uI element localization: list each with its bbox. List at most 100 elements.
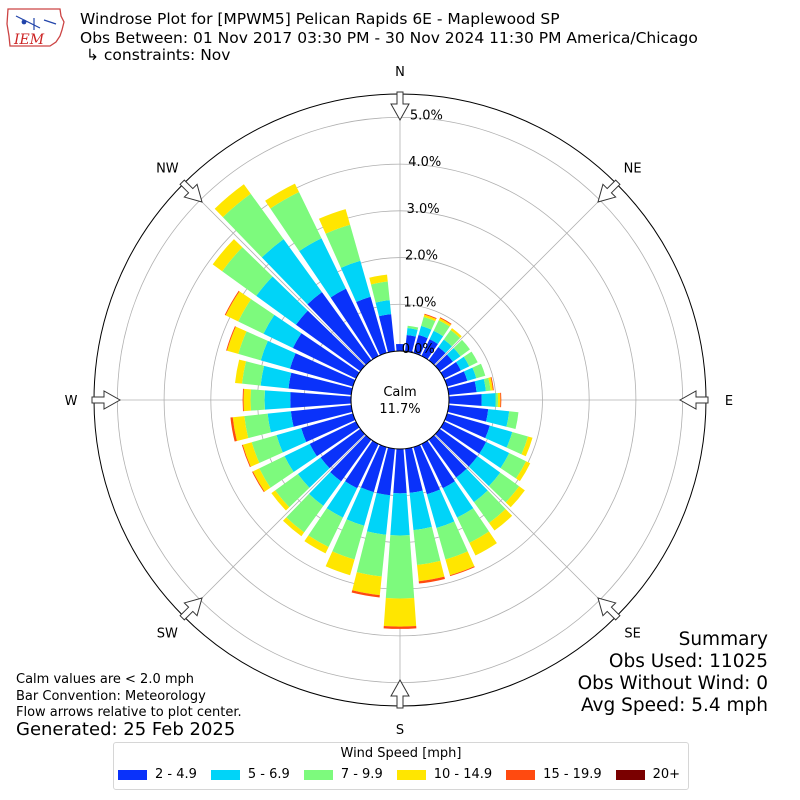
radial-tick-label: 4.0% <box>408 155 441 170</box>
windrose-bar <box>243 388 251 412</box>
legend-swatch <box>506 769 536 780</box>
windrose-bar <box>214 184 251 218</box>
windrose-bar <box>284 443 317 473</box>
bar-convention-note: Bar Convention: Meteorology <box>16 689 206 704</box>
windrose-bar <box>345 440 379 489</box>
radial-gridline <box>183 183 366 366</box>
windrose-bar <box>242 388 244 412</box>
windrose-bar <box>242 361 265 386</box>
windrose-bar <box>352 572 382 596</box>
windrose-bar <box>393 448 407 494</box>
windrose-bar <box>265 183 299 209</box>
windrose-bar <box>413 526 441 565</box>
windrose-bar <box>297 457 330 488</box>
observation-range: Obs Between: 01 Nov 2017 03:30 PM - 30 N… <box>80 29 698 47</box>
legend-label: 2 - 4.9 <box>155 767 197 782</box>
windrose-bar <box>438 318 452 327</box>
windrose-bar <box>288 372 353 395</box>
windrose-bar <box>222 193 284 258</box>
radial-gridline <box>434 434 617 617</box>
flow-arrow <box>390 91 410 122</box>
windrose-bar <box>417 560 445 582</box>
windrose-bar <box>423 314 437 322</box>
windrose-bar <box>330 288 379 360</box>
windrose-bar <box>488 377 493 391</box>
windrose-bar <box>367 492 391 535</box>
ring-gridline <box>163 163 637 637</box>
legend-label: 20+ <box>652 767 681 782</box>
windrose-bar <box>436 521 468 560</box>
windrose-bar <box>340 260 371 302</box>
windrose-bar <box>444 371 468 387</box>
windrose-bar <box>447 381 477 395</box>
windrose-bar <box>406 328 418 337</box>
windrose-bar <box>428 435 467 478</box>
windrose-bar <box>263 314 302 348</box>
windrose-bar <box>383 598 417 627</box>
summary-obs-used: Obs Used: 11025 <box>608 651 768 672</box>
windrose-bar <box>468 456 501 487</box>
windrose-bar <box>252 471 265 493</box>
windrose-bar <box>267 411 294 433</box>
windrose-bar <box>226 326 236 351</box>
windrose-bar <box>418 325 432 339</box>
windrose-bar <box>405 334 416 353</box>
radial-tick-label: 5.0% <box>410 109 443 124</box>
windrose-bar <box>301 413 356 442</box>
windrose-bar <box>473 490 506 523</box>
windrose-bar <box>351 590 380 598</box>
windrose-bar <box>457 508 490 543</box>
windrose-bar <box>356 531 387 577</box>
windrose-bar <box>212 239 243 272</box>
legend-label: 10 - 14.9 <box>433 767 493 782</box>
windrose-bar <box>326 481 358 518</box>
windrose-bar <box>395 343 405 352</box>
windrose-bar <box>242 442 260 467</box>
windrose-bar <box>418 576 445 584</box>
radial-tick-label: 0.0% <box>402 342 435 357</box>
windrose-bar <box>290 405 353 427</box>
windrose-bar <box>444 413 490 439</box>
windrose-bar <box>307 292 372 365</box>
radial-tick-label: 1.0% <box>403 295 436 310</box>
windrose-bar <box>435 354 453 372</box>
windrose-bar <box>500 392 502 408</box>
flow-arrow <box>390 678 410 709</box>
windrose-bar <box>474 378 486 393</box>
compass-label-nw: NW <box>156 161 179 176</box>
calm-value: 11.7% <box>379 402 420 417</box>
windrose-bar <box>346 487 374 526</box>
calm-circle <box>350 350 450 450</box>
windrose-bar <box>521 436 533 457</box>
radial-gridline <box>183 434 366 617</box>
windrose-bar <box>435 428 478 467</box>
windrose-bar <box>500 453 527 479</box>
windrose-bar <box>488 472 520 503</box>
windrose-bar <box>235 359 246 384</box>
windrose-bar <box>433 320 450 337</box>
windrose-bar <box>376 447 395 496</box>
flow-arrow <box>179 597 203 621</box>
legend-swatch <box>210 769 240 780</box>
legend-item: 2 - 4.9 <box>118 767 197 782</box>
windrose-bar <box>251 435 283 463</box>
windrose-bar <box>289 353 356 387</box>
windrose-bar <box>241 444 251 468</box>
windrose-bar <box>449 566 475 577</box>
windrose-bar <box>330 435 372 482</box>
legend-item: 7 - 9.9 <box>303 767 383 782</box>
windrose-bar <box>485 425 513 448</box>
windrose-bar <box>463 367 477 381</box>
windrose-bar <box>438 339 452 354</box>
windrose-bar <box>369 274 388 285</box>
windrose-bar <box>260 365 292 389</box>
summary-title: Summary <box>678 629 768 650</box>
windrose-bar <box>276 428 307 453</box>
windrose-bar <box>424 313 437 320</box>
legend-items: 2 - 4.9 5 - 6.9 7 - 9.9 10 - 14.9 15 - 19.9 2… <box>118 767 694 782</box>
windrose-bar <box>292 333 360 379</box>
compass-label-n: N <box>395 65 405 80</box>
windrose-bar <box>472 363 486 379</box>
windrose-bar <box>479 441 510 469</box>
